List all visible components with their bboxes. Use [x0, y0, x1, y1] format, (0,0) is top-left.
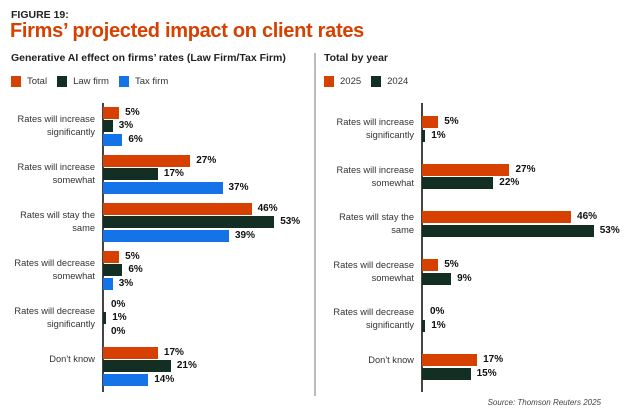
- legend-swatch: [11, 76, 21, 87]
- data-label: 14%: [154, 373, 175, 385]
- category-label: Rates will decrease significantly: [333, 307, 414, 331]
- data-label: 17%: [163, 347, 184, 358]
- bar: [103, 203, 252, 215]
- data-label: 6%: [128, 264, 143, 276]
- category-label: Don't know: [368, 354, 414, 365]
- bar: [103, 155, 191, 167]
- category-label: Rates will increase somewhat: [336, 164, 414, 188]
- data-label: 0%: [111, 325, 126, 337]
- data-label: 53%: [599, 225, 620, 236]
- category-label: Rates will decrease somewhat: [14, 258, 95, 282]
- legend-item: Law firm: [57, 76, 109, 87]
- legend-swatch: [371, 76, 382, 87]
- bar: [422, 163, 510, 176]
- legend: Total Law firm Tax firm: [11, 76, 168, 87]
- bar: [103, 264, 123, 277]
- bar: [422, 354, 478, 366]
- y-axis-line: [102, 103, 104, 392]
- bar: [103, 373, 149, 386]
- data-label: 1%: [431, 320, 446, 332]
- bar: [103, 251, 120, 263]
- bar: [422, 367, 471, 380]
- panel-title: Generative AI effect on firms’ rates (La…: [11, 52, 286, 64]
- data-label: 5%: [125, 251, 140, 262]
- category-label: Don't know: [49, 354, 95, 365]
- data-label: 53%: [280, 216, 301, 228]
- data-label: 5%: [444, 258, 459, 270]
- y-axis-line: [421, 103, 423, 392]
- bar: [103, 107, 120, 119]
- bar: [422, 177, 494, 190]
- bar: [103, 229, 229, 242]
- bar: [422, 225, 594, 237]
- bar: [103, 360, 171, 373]
- data-label: 17%: [163, 168, 184, 180]
- legend-label: Tax firm: [134, 76, 169, 87]
- data-label: 15%: [476, 367, 497, 379]
- bar: [103, 277, 113, 290]
- data-label: 22%: [499, 177, 520, 189]
- data-label: 5%: [444, 116, 459, 127]
- category-label: Rates will stay the same: [20, 210, 95, 234]
- legend-label: Total: [27, 76, 48, 87]
- bar: [422, 129, 426, 142]
- category-label: Rates will increase somewhat: [17, 162, 95, 186]
- bar: [422, 116, 439, 128]
- category-label: Rates will stay the same: [339, 212, 414, 236]
- bar: [103, 168, 158, 181]
- chart-title: Firms’ projected impact on client rates: [10, 20, 364, 42]
- bar: [103, 312, 107, 325]
- bar: [103, 133, 123, 146]
- category-label: Rates will decrease somewhat: [333, 259, 414, 283]
- legend: 2025 2024: [324, 76, 408, 87]
- source-note: Source: Thomson Reuters 2025: [487, 398, 601, 407]
- legend-item: 2025: [324, 76, 361, 87]
- legend-item: Tax firm: [118, 76, 169, 87]
- legend-swatch: [324, 76, 334, 87]
- data-label: 1%: [112, 312, 127, 324]
- bar: [422, 272, 452, 285]
- category-label: Rates will increase significantly: [336, 116, 414, 140]
- bar: [103, 120, 113, 133]
- data-label: 21%: [176, 360, 197, 372]
- legend-item: Total: [11, 76, 47, 87]
- data-label: 0%: [430, 306, 445, 318]
- panel-title: Total by year: [324, 52, 388, 64]
- data-label: 46%: [577, 211, 598, 223]
- bar: [103, 181, 223, 194]
- data-label: 3%: [118, 120, 134, 132]
- data-label: 46%: [257, 203, 278, 214]
- category-label: Rates will decrease significantly: [14, 306, 95, 330]
- legend-swatch: [57, 76, 68, 87]
- data-label: 5%: [125, 107, 140, 118]
- legend-label: Law firm: [73, 76, 109, 87]
- data-label: 37%: [228, 181, 249, 193]
- bar: [103, 216, 275, 229]
- data-label: 9%: [457, 272, 472, 284]
- bar: [422, 258, 439, 271]
- data-label: 3%: [118, 277, 134, 289]
- category-label: Rates will increase significantly: [17, 114, 95, 138]
- figure-label: FIGURE 19:: [11, 9, 69, 21]
- bar: [103, 347, 158, 359]
- legend-label: 2025: [340, 76, 362, 87]
- bar: [422, 320, 426, 333]
- legend-item: 2024: [371, 76, 408, 87]
- data-label: 27%: [515, 163, 536, 175]
- data-label: 0%: [111, 299, 126, 310]
- data-label: 6%: [128, 133, 143, 145]
- data-label: 17%: [483, 354, 504, 365]
- legend-swatch: [118, 76, 129, 87]
- data-label: 39%: [234, 229, 255, 241]
- legend-label: 2024: [387, 76, 409, 87]
- bar: [422, 211, 572, 224]
- divider: [314, 53, 316, 396]
- data-label: 1%: [431, 129, 446, 141]
- data-label: 27%: [196, 155, 217, 166]
